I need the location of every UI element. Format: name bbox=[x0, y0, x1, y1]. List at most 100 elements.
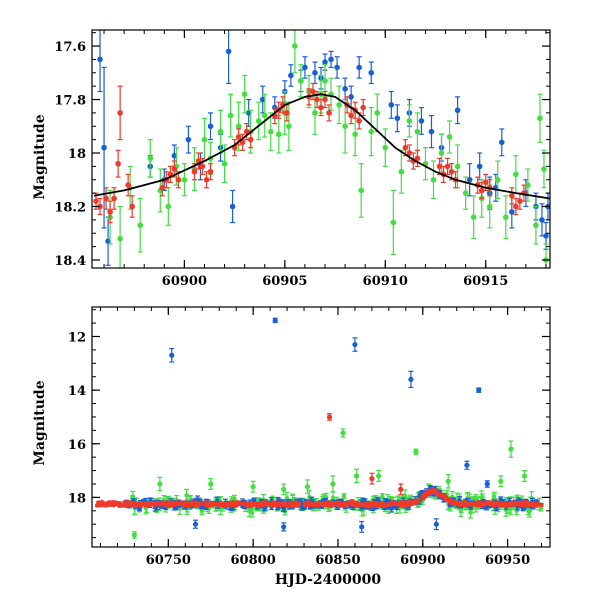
red-baseline-point bbox=[470, 501, 476, 507]
blue-point bbox=[466, 176, 473, 183]
red-baseline-point bbox=[374, 501, 379, 506]
red-baseline-point bbox=[415, 498, 420, 504]
red-point bbox=[199, 163, 206, 170]
green-point bbox=[486, 203, 493, 210]
green-point bbox=[454, 163, 461, 170]
top-light-curve-panel: 60900 60905 60910 60915 17.6 17.8 18 18.2 18.4 M… bbox=[32, 29, 551, 289]
green-point bbox=[181, 176, 188, 183]
blue-point bbox=[428, 128, 435, 135]
red-point bbox=[356, 118, 362, 124]
red-point bbox=[448, 168, 455, 175]
red-point bbox=[117, 110, 123, 116]
red-point bbox=[360, 104, 366, 111]
blue-point bbox=[498, 139, 505, 146]
green-point bbox=[221, 160, 228, 167]
red-point bbox=[444, 163, 451, 170]
blue-point bbox=[171, 152, 178, 159]
red-baseline-point bbox=[369, 503, 375, 509]
red-point bbox=[203, 176, 210, 183]
red-baseline-point bbox=[523, 502, 528, 507]
red-baseline-point bbox=[215, 501, 221, 507]
green-point bbox=[537, 115, 543, 122]
green-point bbox=[446, 134, 453, 140]
red-point bbox=[243, 128, 250, 135]
green-point bbox=[165, 203, 172, 210]
model-curve bbox=[93, 93, 550, 200]
red-point bbox=[478, 187, 485, 194]
green-point bbox=[374, 110, 381, 116]
green-point bbox=[298, 78, 304, 84]
green-point bbox=[382, 144, 389, 151]
blue-point bbox=[185, 136, 192, 143]
green-point bbox=[414, 128, 421, 135]
green-point bbox=[358, 187, 364, 194]
red-baseline-point bbox=[323, 502, 329, 507]
red-baseline-point bbox=[317, 501, 322, 507]
blue-baseline-point bbox=[281, 506, 287, 511]
green-baseline-point bbox=[402, 493, 408, 499]
red-baseline-point bbox=[291, 502, 296, 508]
green-point bbox=[494, 176, 501, 183]
red-baseline-point bbox=[456, 501, 462, 507]
green-point bbox=[227, 112, 234, 119]
red-baseline-point bbox=[98, 501, 104, 507]
red-baseline-point bbox=[189, 501, 194, 507]
blue-point bbox=[207, 123, 214, 130]
blue-point bbox=[101, 144, 107, 151]
green-point bbox=[525, 182, 531, 188]
red-baseline-point bbox=[195, 501, 201, 506]
green-point bbox=[503, 214, 509, 220]
blue-point bbox=[348, 94, 354, 100]
green-point bbox=[533, 222, 539, 229]
green-point bbox=[322, 78, 328, 84]
blue-point bbox=[388, 102, 395, 108]
top-y-tick-label: 17.8 bbox=[54, 94, 86, 109]
blue-point bbox=[259, 96, 266, 103]
red-point bbox=[517, 198, 523, 204]
green-baseline-point bbox=[480, 495, 485, 500]
red-point bbox=[125, 182, 131, 188]
green-point bbox=[352, 131, 358, 138]
blue-point bbox=[543, 233, 549, 239]
top-y-axis-label: Magnitude bbox=[32, 114, 48, 199]
green-point bbox=[255, 118, 262, 124]
green-point bbox=[292, 43, 298, 49]
top-y-tick-label: 17.6 bbox=[54, 40, 86, 55]
green-point bbox=[406, 118, 413, 124]
red-point bbox=[207, 168, 214, 175]
top-x-tick-label: 60900 bbox=[162, 274, 207, 289]
red-point bbox=[436, 163, 443, 170]
bottom-data-layer bbox=[94, 317, 544, 539]
red-point bbox=[239, 139, 246, 146]
red-point bbox=[513, 203, 519, 210]
red-point bbox=[318, 104, 324, 111]
red-baseline-point bbox=[275, 501, 281, 507]
green-point bbox=[147, 155, 154, 162]
red-baseline-point bbox=[145, 502, 151, 508]
red-baseline-point bbox=[448, 498, 453, 504]
red-point bbox=[284, 110, 290, 116]
green-point bbox=[368, 128, 375, 135]
green-baseline-point bbox=[130, 494, 136, 499]
green-point bbox=[336, 102, 342, 108]
blue-point bbox=[312, 69, 318, 76]
red-baseline-point bbox=[452, 500, 457, 506]
red-baseline-point bbox=[283, 502, 288, 507]
red-baseline-point bbox=[287, 501, 292, 507]
red-baseline-point bbox=[331, 501, 336, 507]
blue-point bbox=[328, 56, 334, 63]
red-baseline-point bbox=[392, 501, 398, 506]
green-point bbox=[462, 190, 469, 196]
red-point bbox=[322, 96, 328, 103]
red-point bbox=[129, 203, 135, 210]
red-point bbox=[326, 110, 332, 116]
blue-point bbox=[334, 64, 340, 71]
green-point bbox=[286, 123, 292, 130]
green-baseline-point bbox=[491, 494, 497, 499]
red-point bbox=[107, 209, 113, 215]
red-baseline-point bbox=[486, 500, 491, 505]
red-point bbox=[115, 160, 121, 167]
blue-point bbox=[322, 59, 328, 65]
